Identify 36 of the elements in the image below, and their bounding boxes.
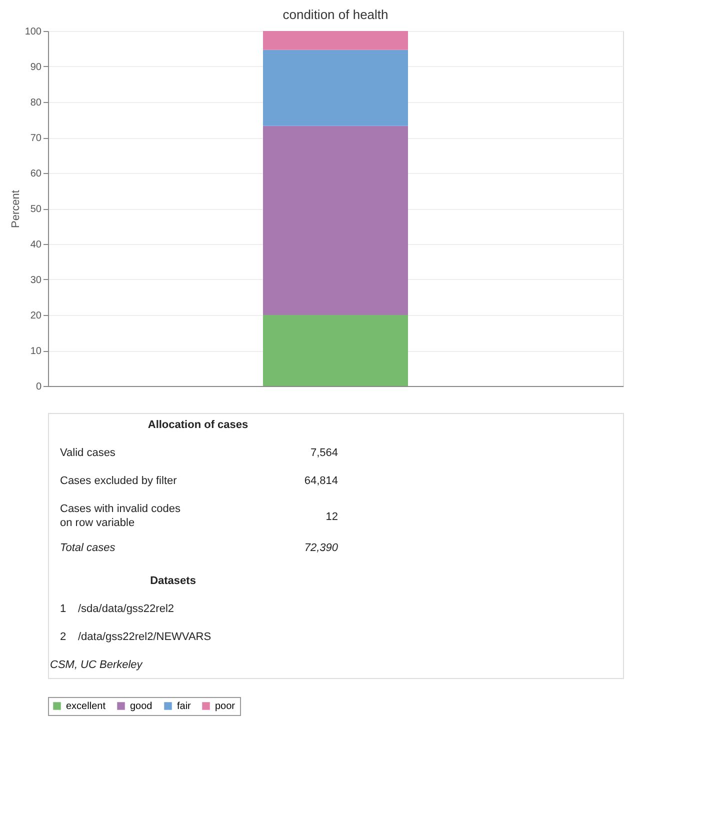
y-tick-label: 30 xyxy=(30,275,42,286)
y-tick-label: 100 xyxy=(24,26,42,38)
text: 7,564 xyxy=(310,447,338,459)
bar xyxy=(263,31,408,50)
text: Datasets xyxy=(150,575,196,587)
text: 64,814 xyxy=(304,475,338,487)
y-tick-label: 40 xyxy=(30,240,42,250)
legend-label: excellent xyxy=(66,701,106,712)
text: 12 xyxy=(326,511,338,523)
text: 2 xyxy=(60,631,66,643)
text: 1 xyxy=(60,603,66,615)
y-tick-label: 20 xyxy=(30,310,42,322)
y-tick-label: 90 xyxy=(30,62,42,73)
y-tick-label: 10 xyxy=(30,346,42,357)
text: Allocation of cases xyxy=(148,419,248,431)
text: Valid cases xyxy=(60,447,116,459)
bar xyxy=(263,315,408,386)
text: Cases with invalid codes on row variable xyxy=(60,503,181,529)
y-tick-label: 60 xyxy=(30,168,42,180)
text: Cases excluded by filter xyxy=(60,475,178,487)
text: /data/gss22rel2/NEWVARS xyxy=(78,631,212,643)
y-tick-label: 50 xyxy=(30,204,42,215)
text: /sda/data/gss22rel2 xyxy=(78,603,174,615)
y-tick-label: 80 xyxy=(30,98,42,108)
text: 72,390 xyxy=(304,542,339,554)
y-axis-title: Percent xyxy=(10,190,22,228)
bar xyxy=(263,126,408,315)
legend-label: good xyxy=(130,701,152,712)
bar xyxy=(263,50,408,126)
text: Total cases xyxy=(60,542,116,554)
y-tick-label: 70 xyxy=(30,133,42,144)
y-tick-label: 0 xyxy=(36,382,42,392)
legend-label: fair xyxy=(177,701,192,712)
text: CSM, UC Berkeley xyxy=(50,659,144,671)
legend-label: poor xyxy=(215,701,236,712)
chart-title: condition of health xyxy=(282,7,388,22)
